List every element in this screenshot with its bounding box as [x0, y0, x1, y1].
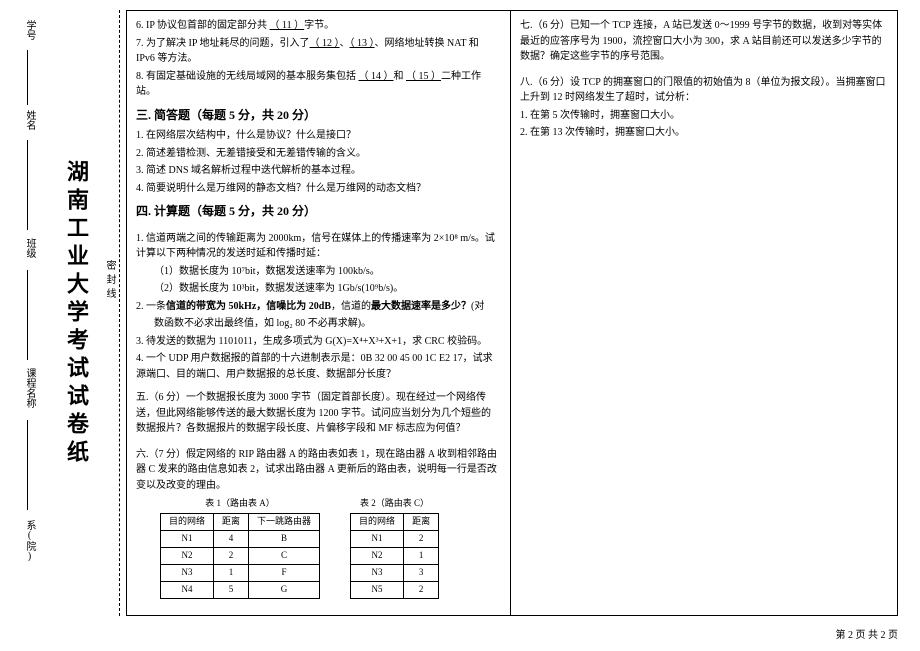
- table-cell: G: [249, 581, 320, 598]
- table2: 目的网络距离N12N21N33N52: [350, 513, 439, 599]
- table1-title: 表 1（路由表 A）: [160, 497, 320, 511]
- section4-title: 四. 计算题（每题 5 分，共 20 分）: [136, 202, 500, 221]
- table-row: N45G: [161, 581, 320, 598]
- question-item: （2）数据长度为 10³bit，数据发送速率为 1Gb/s(10⁹b/s)。: [136, 281, 500, 297]
- table-header-cell: 距离: [214, 514, 249, 531]
- table-cell: 2: [404, 581, 439, 598]
- class-blank: [27, 140, 28, 230]
- table2-block: 表 2（路由表 C） 目的网络距离N12N21N33N52: [350, 497, 439, 599]
- table-cell: 1: [404, 548, 439, 565]
- question-item: 1. 在第 5 次传输时，拥塞窗口大小。: [520, 108, 888, 124]
- sid-label: 学号: [22, 20, 37, 40]
- table-cell: N5: [351, 581, 404, 598]
- question-item: 1. 信道两端之间的传输距离为 2000km，信号在媒体上的传播速率为 2×10…: [136, 231, 500, 262]
- question-item: 2. 在第 13 次传输时，拥塞窗口大小。: [520, 125, 888, 141]
- table-cell: C: [249, 548, 320, 565]
- question-item: 八.（6 分）设 TCP 的拥塞窗口的门限值的初始值为 8（单位为报文段）。当拥…: [520, 75, 888, 106]
- table-cell: 5: [214, 581, 249, 598]
- question-item: 2. 简述差错检测、无差错接受和无差错传输的含义。: [136, 146, 500, 162]
- table-header-cell: 下一跳路由器: [249, 514, 320, 531]
- table-cell: N1: [161, 531, 214, 548]
- table-header-cell: 目的网络: [351, 514, 404, 531]
- name-blank: [27, 50, 28, 105]
- course-blank: [27, 270, 28, 360]
- class-label: 班级: [22, 238, 37, 258]
- table-header-cell: 距离: [404, 514, 439, 531]
- question-item: 4. 简要说明什么是万维网的静态文档？什么是万维网的动态文档？: [136, 181, 500, 197]
- table-cell: N4: [161, 581, 214, 598]
- table1-block: 表 1（路由表 A） 目的网络距离下一跳路由器N14BN22CN31FN45G: [160, 497, 320, 599]
- question-item: 七.（6 分）已知一个 TCP 连接，A 站已发送 0～1999 号字节的数据，…: [520, 18, 888, 65]
- table-cell: 4: [214, 531, 249, 548]
- question-item: 6. IP 协议包首部的固定部分共 （ 11 ）字节。: [136, 18, 500, 34]
- right-column: 七.（6 分）已知一个 TCP 连接，A 站已发送 0～1999 号字节的数据，…: [510, 10, 898, 616]
- name-label: 姓名: [22, 110, 37, 130]
- question-item: 8. 有固定基础设施的无线局域网的基本服务集包括 （ 14 ）和 （ 15 ）二…: [136, 69, 500, 100]
- question-item: 2. 一条信道的带宽为 50kHz，信噪比为 20dB，信道的最大数据速率是多少…: [136, 299, 500, 315]
- table-cell: N3: [351, 564, 404, 581]
- question-item: 4. 一个 UDP 用户数据报的首部的十六进制表示是：0B 32 00 45 0…: [136, 351, 500, 382]
- course-label: 课程名称: [22, 368, 37, 408]
- section3-title: 三. 简答题（每题 5 分，共 20 分）: [136, 106, 500, 125]
- left-column: 6. IP 协议包首部的固定部分共 （ 11 ）字节。 7. 为了解决 IP 地址…: [126, 10, 510, 616]
- seal-dashed-line: [119, 10, 120, 616]
- paper-title: 湖南工业大学考试试卷纸: [60, 160, 92, 468]
- table-row: N22C: [161, 548, 320, 565]
- table-cell: N2: [351, 548, 404, 565]
- table2-title: 表 2（路由表 C）: [350, 497, 439, 511]
- question-item: 五.（6 分）一个数据报长度为 3000 字节（固定首部长度）。现在经过一个网络…: [136, 390, 500, 437]
- page-number: 第 2 页 共 2 页: [836, 626, 899, 641]
- table-cell: F: [249, 564, 320, 581]
- table-row: N21: [351, 548, 439, 565]
- question-item: 7. 为了解决 IP 地址耗尽的问题，引入了（ 12 ）、（ 13 ）、网络地址…: [136, 36, 500, 67]
- table-row: N52: [351, 581, 439, 598]
- table-row: N33: [351, 564, 439, 581]
- question-item: 3. 待发送的数据为 1101011，生成多项式为 G(X)=X⁴+X³+X+1…: [136, 334, 500, 350]
- question-item: 数函数不必求出最终值，如 log₂ 80 不必再求解)。: [136, 316, 500, 332]
- table-row: N14B: [161, 531, 320, 548]
- table-cell: N1: [351, 531, 404, 548]
- question-item: （1）数据长度为 10⁷bit，数据发送速率为 100kb/s。: [136, 264, 500, 280]
- table-row: N12: [351, 531, 439, 548]
- table-cell: 3: [404, 564, 439, 581]
- table-cell: 2: [404, 531, 439, 548]
- table-row: N31F: [161, 564, 320, 581]
- question-item: 六.（7 分）假定网络的 RIP 路由器 A 的路由表如表 1，现在路由器 A …: [136, 447, 500, 494]
- dept-blank: [27, 420, 28, 510]
- seal-line-label: 密封线: [102, 260, 117, 302]
- question-item: 1. 在网络层次结构中，什么是协议？什么是接口？: [136, 128, 500, 144]
- table1: 目的网络距离下一跳路由器N14BN22CN31FN45G: [160, 513, 320, 599]
- dept-label: 系(院): [22, 520, 37, 562]
- table-cell: B: [249, 531, 320, 548]
- table-cell: N2: [161, 548, 214, 565]
- question-item: 3. 简述 DNS 域名解析过程中迭代解析的基本过程。: [136, 163, 500, 179]
- table-cell: 2: [214, 548, 249, 565]
- table-cell: N3: [161, 564, 214, 581]
- table-cell: 1: [214, 564, 249, 581]
- table-header-cell: 目的网络: [161, 514, 214, 531]
